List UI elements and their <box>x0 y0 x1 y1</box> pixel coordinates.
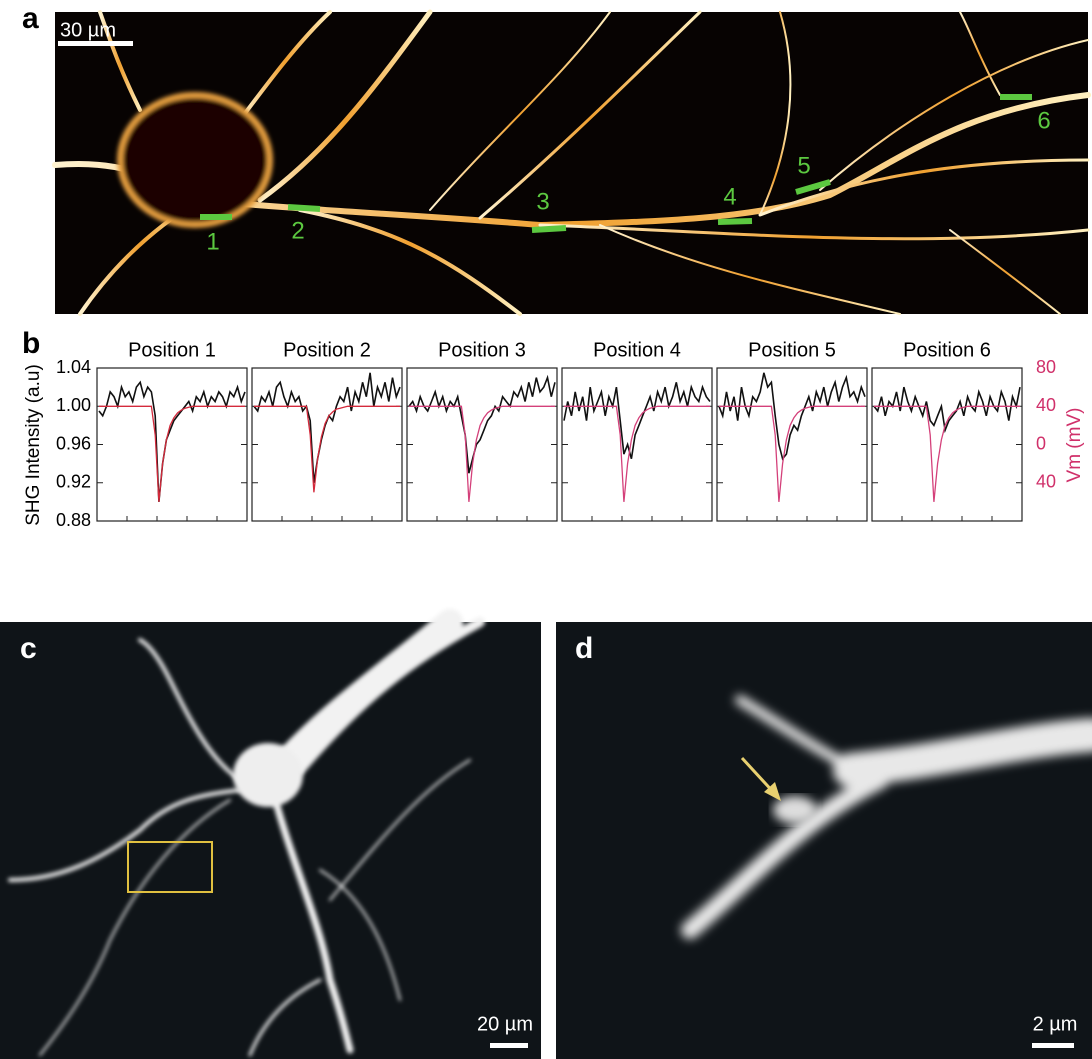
panel-title: Position 1 <box>128 339 216 361</box>
series-line <box>874 405 1020 502</box>
plot-frame <box>871 367 1023 522</box>
series-line <box>563 382 711 460</box>
arrow-head <box>764 782 781 801</box>
series-line <box>98 380 246 502</box>
marker-segment <box>531 225 567 233</box>
y2-tick-label: 40 <box>1036 395 1056 415</box>
series-line <box>873 386 1021 434</box>
marker-label: 4 <box>723 183 736 210</box>
scale-bar <box>490 1043 528 1048</box>
marker-segment <box>717 218 753 225</box>
inset-box <box>127 841 213 893</box>
series-line <box>564 405 710 502</box>
neurite-d <box>681 695 1092 939</box>
y2-tick-label: 40 <box>1036 472 1056 492</box>
panel-title: Position 2 <box>283 339 371 361</box>
y2-tick-label: 80 <box>1036 357 1056 377</box>
series-line <box>99 405 245 502</box>
scale-bar <box>1032 1043 1074 1048</box>
y-tick-label: 0.96 <box>56 433 91 453</box>
marker-label: 1 <box>206 228 219 255</box>
marker-label: 3 <box>536 188 549 215</box>
scale-bar-label: 20 µm <box>477 1013 533 1035</box>
panel-title: Position 3 <box>438 339 526 361</box>
series-line <box>718 372 866 461</box>
y2-tick-label: 0 <box>1036 433 1046 453</box>
marker-segment <box>287 204 321 212</box>
panel-label: c <box>20 632 37 665</box>
marker-label: 6 <box>1037 107 1050 134</box>
scale-bar-label: 2 µm <box>1033 1013 1078 1035</box>
marker-label: 5 <box>797 152 810 179</box>
series-line <box>719 405 865 502</box>
y2-axis-label: Vm (mV) <box>1064 408 1085 483</box>
plot-frame <box>561 367 713 522</box>
scale-bar-label: 30 µm <box>60 19 116 41</box>
panel-label: b <box>22 327 40 360</box>
y-tick-label: 1.04 <box>56 357 91 377</box>
panel-label: d <box>575 632 593 665</box>
soma-c <box>233 743 303 807</box>
plot-frame <box>406 367 558 522</box>
panel-label: a <box>22 2 39 35</box>
y-tick-label: 1.00 <box>56 395 91 415</box>
panel-b: b SHG Intensity (a.u) Vm (mV) Position 1… <box>22 327 1085 530</box>
marker-segment <box>795 179 831 195</box>
y-tick-label: 0.92 <box>56 472 91 492</box>
plot-frame <box>96 367 248 522</box>
scale-bar <box>58 41 133 46</box>
panel-a: a 30 µm 1 2 3 4 5 6 <box>22 2 1091 316</box>
panel-d: d 2 µm <box>556 622 1092 1059</box>
image-d <box>556 622 1092 1059</box>
series-line <box>408 374 556 474</box>
panel-c: c 20 µm <box>0 609 541 1059</box>
image-c <box>0 622 541 1059</box>
spine <box>773 796 817 824</box>
y-tick-label: 0.88 <box>56 510 91 530</box>
markers: 1 2 3 4 5 6 <box>200 94 1051 255</box>
panel-title: Position 4 <box>593 339 681 361</box>
soma <box>117 92 273 228</box>
panel-title: Position 5 <box>748 339 836 361</box>
series-line <box>409 405 555 502</box>
series-line <box>254 405 400 493</box>
plot-frame <box>716 367 868 522</box>
y-axis-label: SHG Intensity (a.u) <box>23 364 44 526</box>
panel-title: Position 6 <box>903 339 991 361</box>
marker-label: 2 <box>291 217 304 244</box>
